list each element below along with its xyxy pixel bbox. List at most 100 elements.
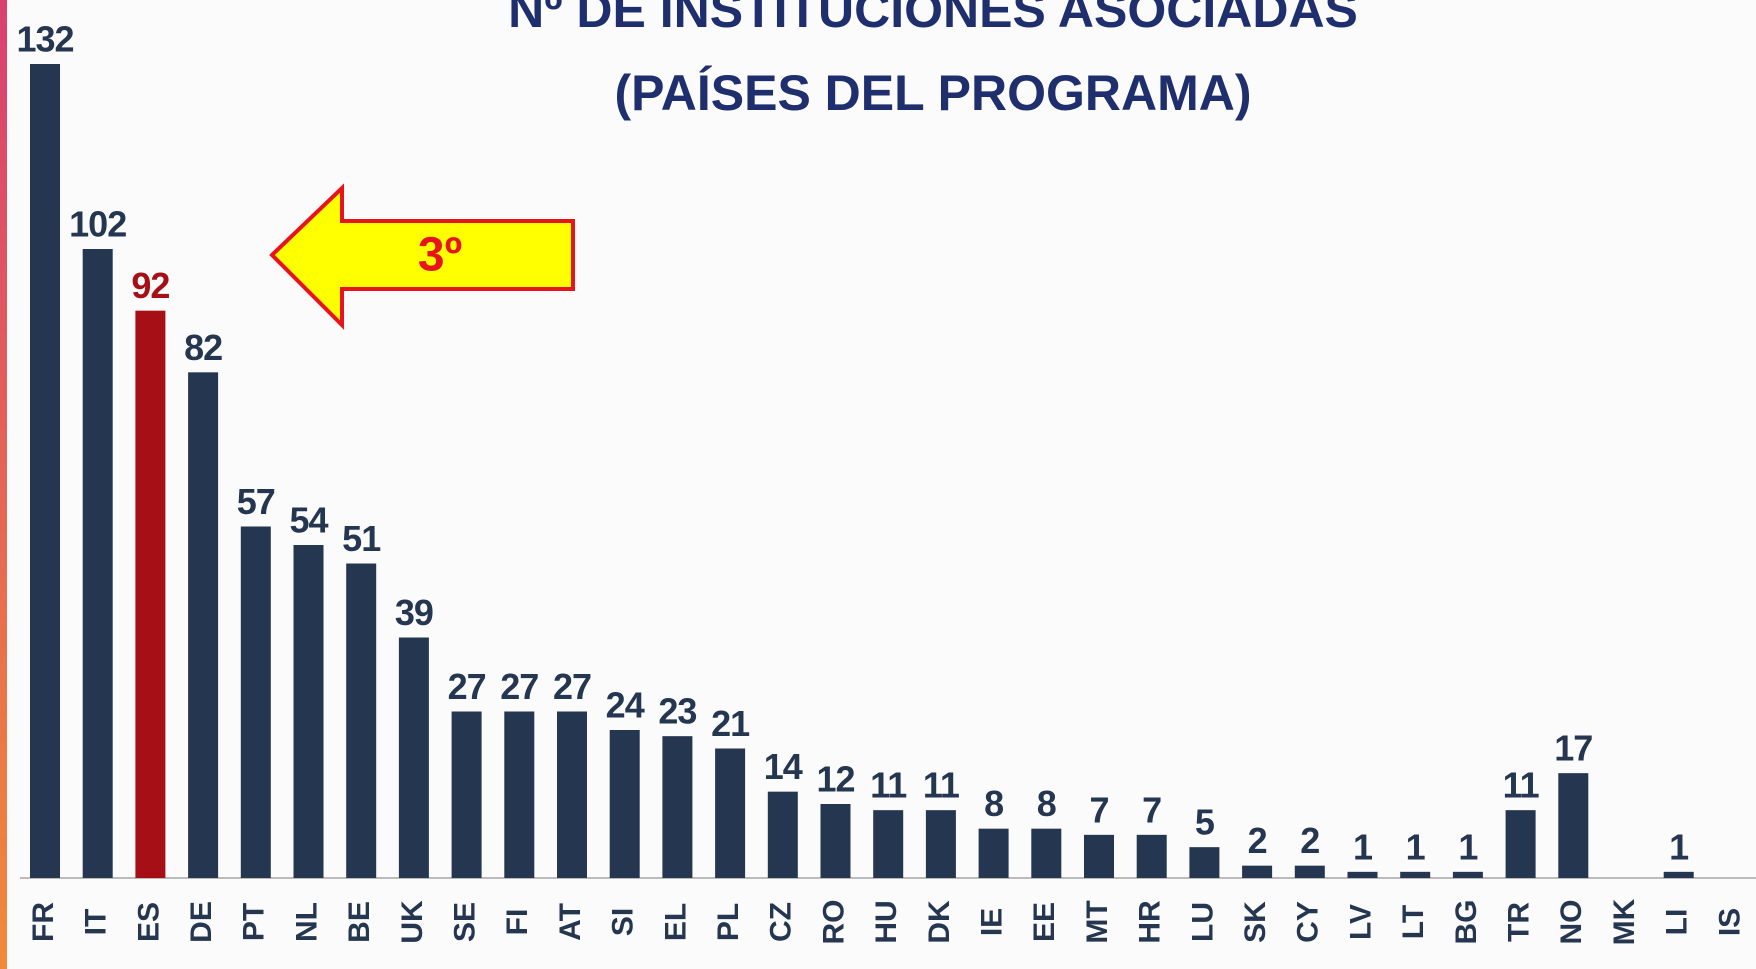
value-label: 2 — [1300, 820, 1319, 861]
bar — [504, 711, 535, 878]
value-label: 8 — [1037, 783, 1056, 824]
bar — [1663, 871, 1694, 878]
value-label: 14 — [764, 746, 803, 787]
value-label: 1 — [1458, 826, 1478, 867]
value-label: 27 — [448, 666, 486, 707]
bar — [1242, 865, 1273, 878]
x-tick-label: UK — [396, 900, 429, 944]
bar — [873, 810, 904, 878]
bar — [30, 64, 60, 878]
value-label: 7 — [1089, 789, 1108, 830]
value-label: 51 — [342, 518, 381, 559]
value-label: 54 — [289, 500, 328, 541]
value-label: 132 — [16, 19, 73, 60]
bar — [1294, 865, 1325, 878]
x-tick-label: FI — [501, 909, 534, 936]
x-tick-label: LU — [1186, 902, 1219, 942]
x-tick-label: DK — [923, 900, 956, 944]
bar — [820, 804, 851, 878]
x-tick-label: DE — [185, 901, 218, 943]
value-label: 11 — [923, 765, 960, 806]
bar — [1505, 810, 1536, 878]
x-tick-label: CY — [1292, 901, 1325, 943]
bar — [398, 637, 429, 878]
x-tick-label: LT — [1397, 905, 1430, 939]
bar — [925, 810, 956, 878]
x-tick-label: LV — [1344, 904, 1377, 940]
bar — [82, 249, 113, 878]
value-label: 1 — [1353, 826, 1373, 867]
bar — [1189, 847, 1220, 878]
x-tick-label: TR — [1503, 902, 1536, 942]
bar — [240, 526, 271, 878]
x-tick-label: SI — [607, 908, 640, 936]
value-label: 24 — [606, 685, 645, 726]
x-tick-label: ES — [132, 902, 165, 942]
x-tick-label: RO — [817, 900, 850, 945]
value-label: 39 — [395, 592, 433, 633]
bar — [715, 748, 746, 878]
value-label: 27 — [553, 666, 591, 707]
value-label: 102 — [69, 204, 126, 245]
bar — [978, 828, 1009, 878]
bar — [1136, 834, 1167, 878]
x-tick-label: IT — [80, 909, 113, 936]
x-tick-label: NL — [290, 902, 323, 942]
bar — [1347, 871, 1378, 878]
x-tick-label: SE — [449, 902, 482, 942]
value-label: 12 — [816, 759, 854, 800]
bar — [557, 711, 587, 878]
x-tick-label: HR — [1134, 900, 1167, 944]
bar — [767, 791, 798, 878]
x-tick-label: SK — [1239, 901, 1272, 943]
bar — [451, 711, 482, 878]
bar — [188, 372, 219, 878]
bar — [293, 545, 324, 878]
value-label: 92 — [131, 265, 169, 306]
value-label: 82 — [184, 327, 222, 368]
chart-title: Nº DE INSTITUCIONES ASOCIADAS — [508, 0, 1358, 38]
x-tick-label: AT — [554, 903, 587, 941]
bar — [1400, 871, 1431, 878]
x-tick-label: HU — [870, 900, 903, 943]
x-tick-label: EE — [1028, 902, 1061, 942]
x-tick-label: IE — [976, 908, 1009, 936]
x-tick-label: LI — [1661, 909, 1694, 936]
x-tick-label: PT — [238, 903, 271, 941]
edge-strip — [0, 0, 7, 969]
x-tick-label: IS — [1713, 908, 1746, 936]
x-tick-label: BG — [1450, 900, 1483, 945]
bar — [346, 563, 377, 878]
annotation: 3º — [418, 229, 462, 282]
value-label: 23 — [658, 691, 696, 732]
bar — [1558, 773, 1589, 878]
bar — [1031, 828, 1062, 878]
annotation-arrow — [269, 183, 575, 330]
chart-title: (PAÍSES DEL PROGRAMA) — [614, 65, 1251, 121]
value-label: 27 — [500, 666, 538, 707]
x-tick-label: MT — [1081, 900, 1114, 943]
x-tick-label: PL — [712, 903, 745, 941]
value-label: 2 — [1248, 820, 1267, 861]
value-label: 7 — [1142, 789, 1161, 830]
value-label: 5 — [1195, 802, 1215, 843]
bar — [1452, 871, 1483, 878]
x-tick-label: NO — [1555, 900, 1588, 945]
value-label: 21 — [711, 703, 750, 744]
value-label: 8 — [984, 783, 1003, 824]
bar — [135, 310, 166, 879]
value-label: 11 — [1503, 765, 1540, 806]
x-tick-label: BE — [343, 901, 376, 943]
x-tick-label: FR — [27, 902, 60, 942]
x-tick-label: EL — [659, 903, 692, 941]
bar — [662, 736, 693, 878]
bar — [609, 730, 640, 878]
value-label: 57 — [237, 481, 275, 522]
bar — [1084, 834, 1114, 878]
value-label: 11 — [870, 765, 907, 806]
value-label: 1 — [1669, 826, 1689, 867]
x-tick-label: MK — [1608, 898, 1641, 945]
value-label: 1 — [1406, 826, 1426, 867]
